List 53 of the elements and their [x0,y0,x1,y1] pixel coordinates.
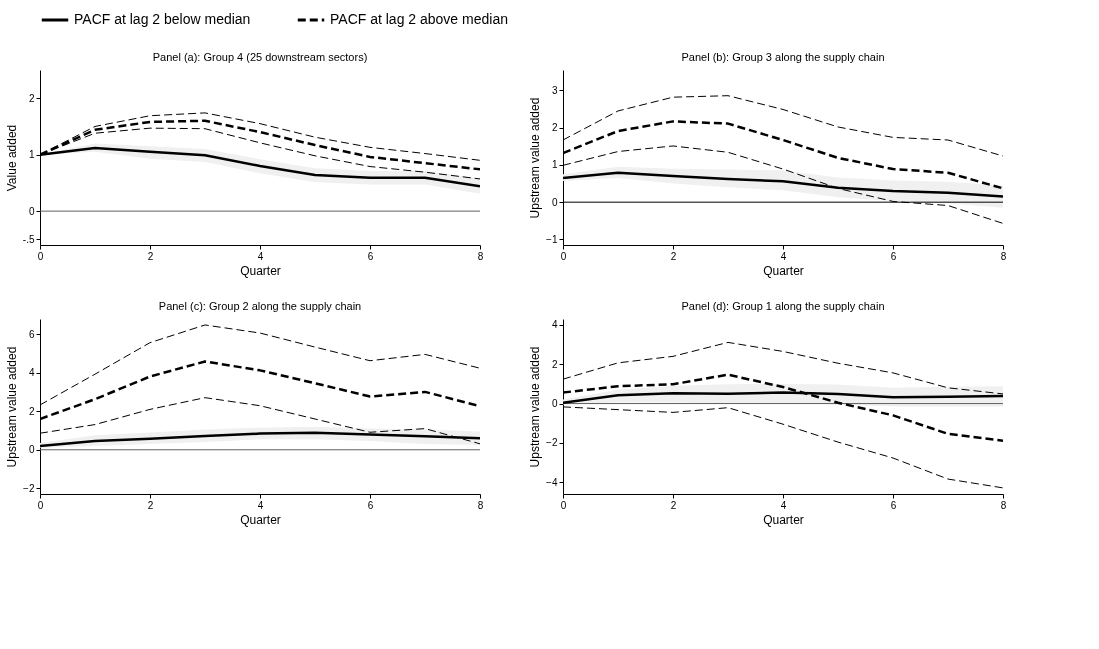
chart-title: Panel (c): Group 2 along the supply chain [158,300,362,313]
y-axis-title: Value added [4,124,19,192]
x-axis-title: Quarter [240,263,281,278]
x-tick-label: 0 [37,250,44,262]
y-tick-label: 3 [551,84,558,96]
y-tick-label: −2 [23,482,35,494]
x-tick-label: 6 [890,250,897,262]
y-tick-label: 1 [551,159,558,171]
x-tick-label: 8 [477,499,484,511]
x-tick-label: 0 [560,499,567,511]
x-tick-label: 2 [147,250,154,262]
y-tick-label: 4 [28,367,35,379]
x-axis-title: Quarter [240,512,281,527]
chart-title: Panel (d): Group 1 along the supply chain [681,300,885,313]
chart-title: Panel (b): Group 3 along the supply chain [681,51,885,64]
y-tick-label: −2 [546,437,558,449]
chart-title: Panel (a): Group 4 (25 downstream sectors) [152,51,368,64]
x-tick-label: 2 [670,250,677,262]
y-axis-title: Upstream value added [528,346,543,468]
x-tick-label: 4 [257,499,264,511]
x-tick-label: 6 [367,250,374,262]
x-tick-label: 2 [147,499,154,511]
x-tick-label: 0 [37,499,44,511]
legend-label: PACF at lag 2 above median [330,11,508,27]
y-tick-label: 0 [28,205,35,217]
y-tick-label: 1 [28,149,35,161]
y-tick-label: 2 [551,358,558,370]
x-tick-label: 8 [1000,499,1007,511]
y-tick-label: 6 [28,328,35,340]
x-tick-label: 2 [670,499,677,511]
y-tick-label: −1 [546,233,558,245]
x-tick-label: 6 [367,499,374,511]
x-axis-title: Quarter [763,512,804,527]
y-axis-title: Upstream value added [5,346,20,468]
legend-label: PACF at lag 2 below median [74,11,251,27]
y-tick-label: 0 [551,196,558,208]
x-tick-label: 8 [1000,250,1007,262]
x-tick-label: 4 [780,499,787,511]
x-tick-label: 4 [780,250,787,262]
y-tick-label: −4 [546,476,558,488]
x-tick-label: 4 [257,250,264,262]
y-tick-label: 0 [28,444,35,456]
y-tick-label: 2 [28,405,35,417]
y-axis-title: Upstream value added [528,97,543,219]
y-tick-label: 2 [551,122,558,134]
x-axis-title: Quarter [763,263,804,278]
y-tick-label: 0 [551,398,558,410]
y-tick-label: 4 [551,319,558,331]
x-tick-label: 6 [890,499,897,511]
x-tick-label: 8 [477,250,484,262]
y-tick-label: 2 [28,92,35,104]
y-tick-label: -.5 [22,233,35,245]
x-tick-label: 0 [560,250,567,262]
